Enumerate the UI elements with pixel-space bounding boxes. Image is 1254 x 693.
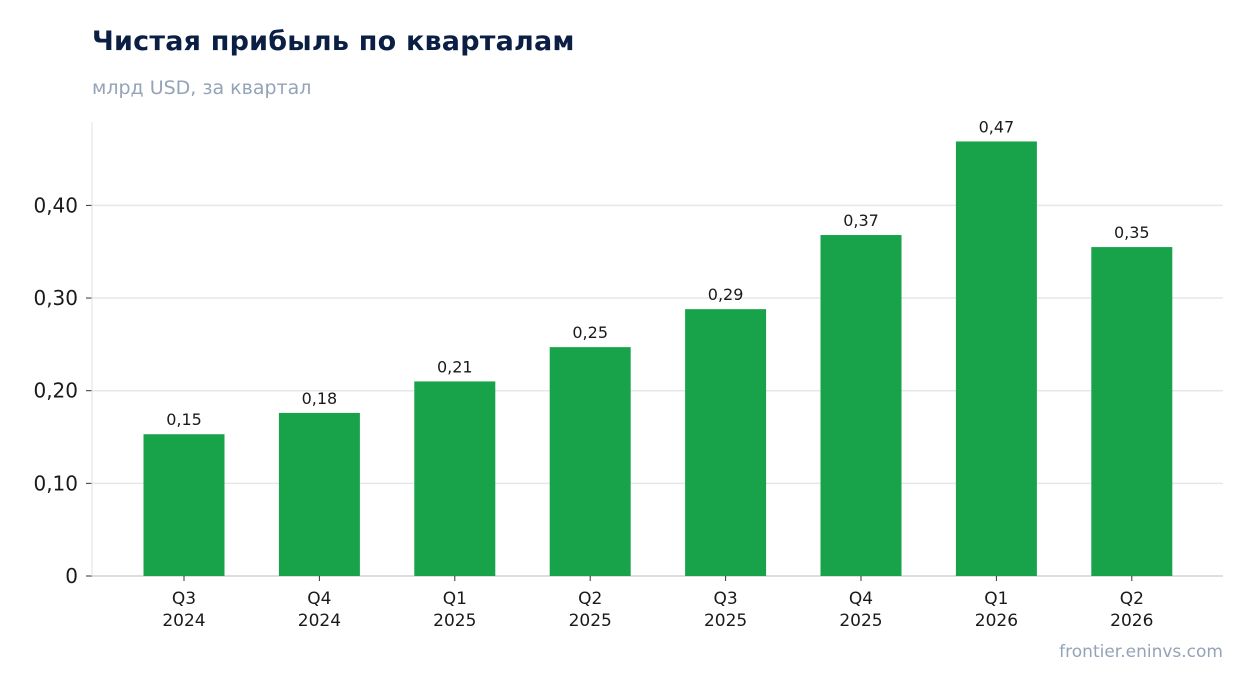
y-tick-label: 0,20 (33, 379, 78, 403)
x-tick-label-quarter: Q4 (307, 589, 331, 609)
data-label: 0,15 (166, 410, 202, 429)
chart-subtitle: млрд USD, за квартал (92, 77, 312, 99)
y-tick-label: 0,10 (33, 471, 78, 495)
data-label: 0,25 (572, 323, 608, 342)
bar (414, 381, 496, 576)
x-tick-label-year: 2026 (1110, 611, 1153, 631)
y-tick-label: 0 (65, 564, 78, 588)
x-tick-label-quarter: Q4 (849, 589, 873, 609)
y-tick-label: 0,40 (33, 193, 78, 217)
x-tick-label-quarter: Q3 (172, 589, 196, 609)
x-tick-label-quarter: Q2 (578, 589, 602, 609)
bar (549, 347, 631, 576)
bar (143, 434, 225, 576)
x-tick-label-year: 2024 (162, 611, 205, 631)
x-tick-label-year: 2025 (433, 611, 476, 631)
x-tick-label-quarter: Q2 (1120, 589, 1144, 609)
bar (820, 235, 902, 576)
data-label: 0,37 (843, 211, 879, 230)
data-label: 0,18 (302, 389, 338, 408)
data-label: 0,35 (1114, 223, 1150, 242)
x-tick-label-year: 2025 (704, 611, 747, 631)
x-tick-label-quarter: Q1 (443, 589, 467, 609)
bar (955, 141, 1037, 576)
x-tick-label-quarter: Q3 (713, 589, 737, 609)
x-tick-label-year: 2025 (839, 611, 882, 631)
chart-title: Чистая прибыль по кварталам (92, 26, 575, 57)
data-label: 0,47 (979, 117, 1015, 136)
y-tick-label: 0,30 (33, 286, 78, 310)
source-label: frontier.eninvs.com (1059, 642, 1223, 662)
bar (1091, 247, 1173, 576)
x-tick-label-year: 2026 (975, 611, 1018, 631)
data-label: 0,29 (708, 285, 744, 304)
data-label: 0,21 (437, 357, 473, 376)
bar (685, 309, 767, 576)
x-tick-label-year: 2025 (569, 611, 612, 631)
bar (278, 412, 360, 576)
x-tick-label-quarter: Q1 (984, 589, 1008, 609)
x-tick-label-year: 2024 (298, 611, 341, 631)
